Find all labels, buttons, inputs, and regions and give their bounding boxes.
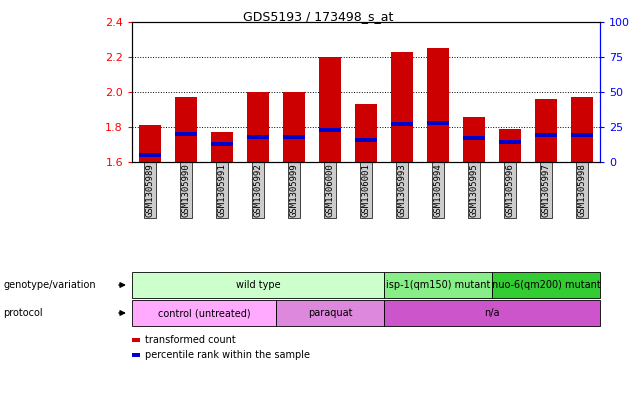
- Bar: [319, 57, 341, 162]
- Text: control (untreated): control (untreated): [158, 308, 251, 318]
- Bar: [211, 142, 233, 146]
- Text: n/a: n/a: [484, 308, 500, 318]
- Bar: [536, 99, 556, 162]
- Bar: [139, 125, 161, 162]
- Bar: [319, 128, 341, 132]
- Bar: [355, 138, 377, 141]
- Bar: [211, 132, 233, 162]
- Text: nuo-6(qm200) mutant: nuo-6(qm200) mutant: [492, 280, 600, 290]
- Bar: [391, 52, 413, 162]
- Bar: [463, 116, 485, 162]
- Bar: [499, 140, 521, 144]
- Bar: [139, 153, 161, 157]
- Text: wild type: wild type: [236, 280, 280, 290]
- Bar: [247, 135, 269, 139]
- Bar: [571, 134, 593, 137]
- Bar: [175, 132, 197, 136]
- Bar: [427, 121, 449, 125]
- Bar: [427, 48, 449, 162]
- Bar: [463, 136, 485, 140]
- Bar: [247, 92, 269, 162]
- Text: paraquat: paraquat: [308, 308, 352, 318]
- Text: protocol: protocol: [3, 308, 43, 318]
- Bar: [571, 97, 593, 162]
- Text: transformed count: transformed count: [145, 335, 235, 345]
- Text: genotype/variation: genotype/variation: [3, 280, 96, 290]
- Bar: [355, 104, 377, 162]
- Text: isp-1(qm150) mutant: isp-1(qm150) mutant: [386, 280, 490, 290]
- Bar: [283, 92, 305, 162]
- Text: percentile rank within the sample: percentile rank within the sample: [145, 350, 310, 360]
- Text: GDS5193 / 173498_s_at: GDS5193 / 173498_s_at: [243, 10, 393, 23]
- Bar: [499, 129, 521, 162]
- Bar: [283, 135, 305, 139]
- Bar: [536, 134, 556, 137]
- Bar: [391, 122, 413, 126]
- Bar: [175, 97, 197, 162]
